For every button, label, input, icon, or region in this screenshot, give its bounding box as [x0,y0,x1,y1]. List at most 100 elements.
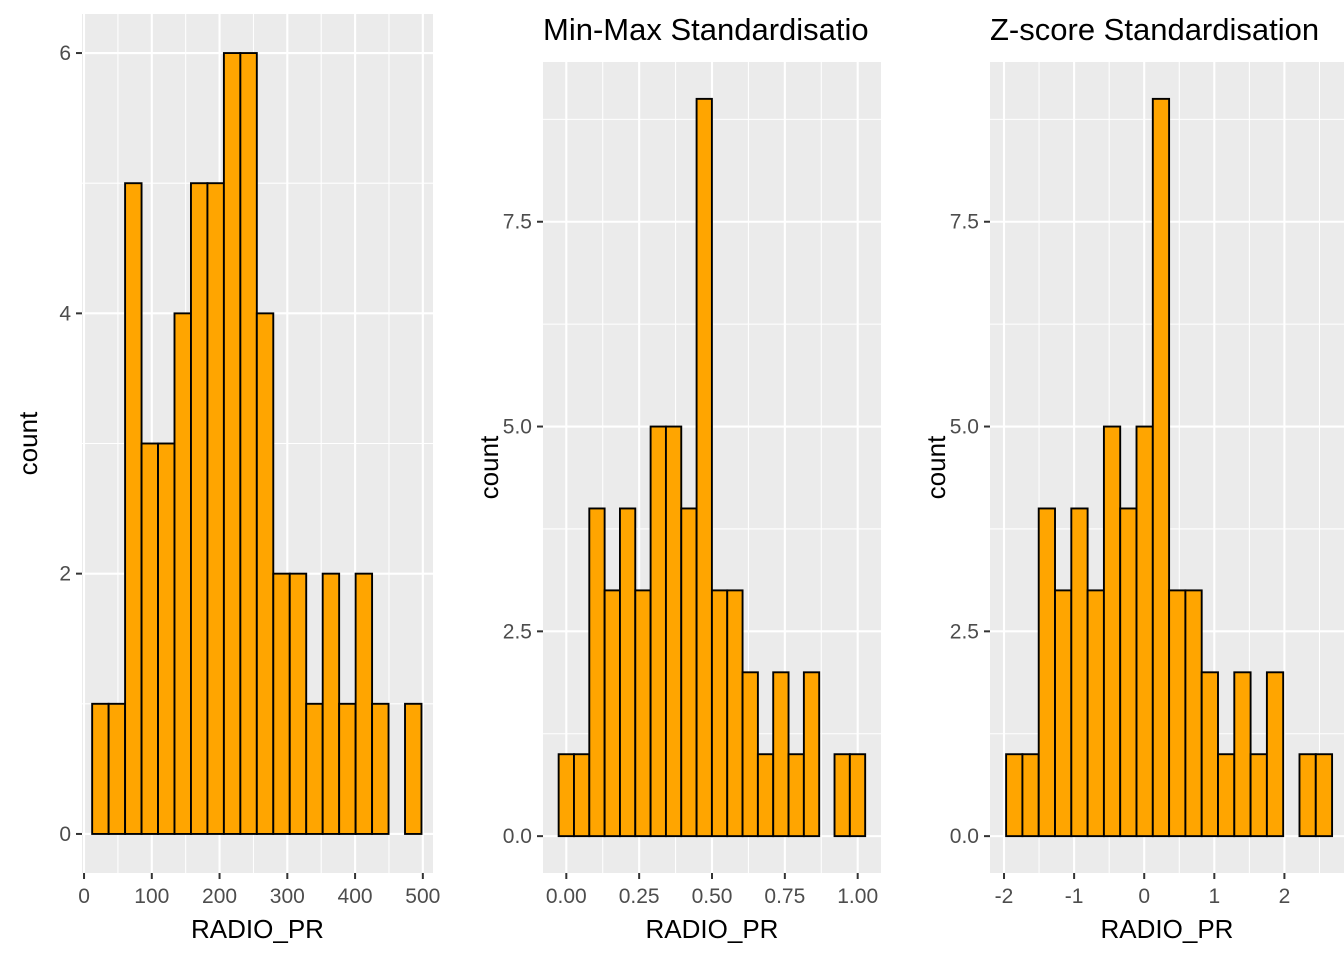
x-tick-label: 2 [1279,885,1291,908]
histogram-bar [756,753,775,838]
histogram-bar [634,589,652,838]
histogram-bar [1249,753,1268,838]
y-axis-title: count [474,435,504,499]
histogram-bar [1168,589,1187,838]
histogram-bar [1217,753,1236,838]
histogram-bar [619,507,637,838]
histogram-bars [1005,97,1334,838]
y-tick-label: 7.5 [950,211,979,234]
x-tick-label: 400 [338,885,373,908]
histogram-bar [787,753,805,838]
histogram-bar [338,702,357,835]
histogram-bar [354,572,374,835]
x-axis-title: RADIO_PR [1101,914,1234,944]
y-tick-label: 7.5 [503,211,532,234]
y-tick-label: 0.0 [950,825,979,848]
y-tick-label: 5.0 [950,416,979,439]
histogram-bar [1021,753,1040,838]
y-tick-label: 2 [59,563,71,586]
x-tick-label: 1 [1208,885,1220,908]
x-axis-title: RADIO_PR [191,914,324,944]
y-tick-label: 2.5 [950,620,979,643]
histogram-bar [772,671,790,838]
histogram-bar [680,507,698,838]
histogram-bar [1102,425,1122,838]
histogram-bar [140,442,159,835]
histogram-bar [1086,589,1105,838]
y-tick-label: 0.0 [503,825,532,848]
histogram-bar [173,312,192,835]
histogram-bar [1200,671,1219,838]
x-tick-label: -2 [995,885,1014,908]
histogram-bar [288,572,308,835]
histogram-bar [206,182,225,835]
histogram-panel-2: 0.00 0.25 0.50 0.75 1.00 0.0 2.5 5.0 7.5 RADIO_PR… [474,12,881,944]
y-tick-label: 5.0 [503,416,532,439]
x-tick-label: 0.25 [619,885,660,908]
histogram-bar [695,97,713,838]
x-tick-label: 300 [270,885,305,908]
histogram-bar [664,425,683,838]
plot-title: Z-score Standardisation [990,12,1319,47]
x-tick-label: 0 [78,885,90,908]
histogram-bar [124,182,143,835]
histogram-bar [1184,589,1203,838]
histogram-bars [91,52,423,835]
x-tick-label: 0.75 [764,885,805,908]
histogram-bar [603,589,621,838]
histogram-bar [272,572,291,835]
histogram-bar [222,52,242,835]
histogram-bars [557,97,867,838]
histogram-bar [1233,671,1252,838]
x-axis-title: RADIO_PR [646,914,779,944]
x-tick-label: 0.50 [692,885,733,908]
y-tick-label: 4 [59,302,71,325]
histogram-panel-1: 0 100 200 300 400 500 0 2 4 6 RADIO_PR count [13,14,440,944]
histogram-bar [157,442,176,835]
histogram-bar [1298,753,1317,838]
histogram-bar [833,753,851,838]
histogram-bar [1135,425,1154,838]
x-tick-label: 200 [202,885,237,908]
x-tick-label: 0.00 [546,885,587,908]
histogram-bar [1151,97,1171,838]
plot-title: Min-Max Standardisatio [543,12,869,47]
histogram-bar [557,753,575,838]
x-tick-label: -1 [1065,885,1084,908]
histogram-bar [91,702,110,835]
x-tick-label: 100 [134,885,169,908]
histogram-bar [1265,671,1285,838]
y-axis-title: count [13,411,43,475]
histogram-bar [848,753,867,838]
histogram-bar [1070,507,1089,838]
x-tick-label: 0 [1138,885,1150,908]
histogram-bar [741,671,759,838]
histogram-bar [255,312,275,835]
histogram-bar [726,589,744,838]
histogram-bar [190,182,209,835]
histogram-bar [1054,589,1073,838]
y-tick-label: 0 [59,823,71,846]
x-tick-label: 500 [405,885,440,908]
histogram-bar [649,425,667,838]
y-tick-label: 2.5 [503,620,532,643]
histogram-bar [1314,753,1334,838]
histogram-bar [1119,507,1138,838]
histogram-panel-3: -2 -1 0 1 2 0.0 2.5 5.0 7.5 RADIO_PR count Z-score … [921,12,1344,944]
histogram-bar [404,702,423,835]
histogram-bar [321,572,341,835]
histogram-bar [239,52,258,835]
histogram-bar [371,702,390,835]
histogram-bar [802,671,821,838]
histogram-bar [1037,507,1056,838]
histogram-bar [588,507,606,838]
histogram-bar [107,702,127,835]
histogram-bar [1005,753,1024,838]
y-axis-title: count [921,435,951,499]
y-tick-label: 6 [59,42,71,65]
histogram-bar [710,589,729,838]
x-tick-label: 1.00 [837,885,878,908]
histogram-bar [305,702,324,835]
histogram-bar [573,753,591,838]
